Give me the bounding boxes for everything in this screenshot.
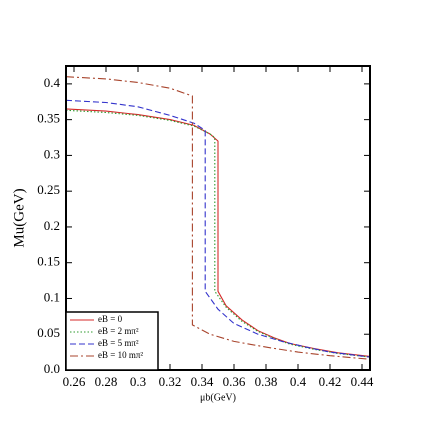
y-tick-label: 0.3 bbox=[44, 146, 60, 161]
x-tick-label: 0.36 bbox=[223, 374, 246, 389]
y-tick-label: 0.15 bbox=[37, 254, 60, 269]
x-tick-label: 0.4 bbox=[290, 374, 307, 389]
y-tick-label: 0.35 bbox=[37, 111, 60, 126]
x-tick-label: 0.3 bbox=[130, 374, 146, 389]
line bbox=[65, 108, 371, 357]
legend-box bbox=[65, 311, 159, 371]
y-tick-label: 0.2 bbox=[44, 218, 60, 233]
plot-frame bbox=[65, 65, 371, 371]
y-tick-label: 0.1 bbox=[44, 289, 60, 304]
x-tick-label: 0.42 bbox=[319, 374, 342, 389]
y-tick-label: 0.05 bbox=[37, 325, 60, 340]
legend-label: eB = 5 mπ² bbox=[98, 338, 139, 348]
x-axis-label: μb(GeV) bbox=[200, 392, 236, 403]
y-axis-label: Mu(GeV) bbox=[11, 188, 27, 247]
y-tick-label: 0.0 bbox=[44, 361, 60, 376]
x-tick-label: 0.28 bbox=[95, 374, 118, 389]
legend-label: eB = 2 mπ² bbox=[98, 326, 139, 336]
x-tick-label: 0.34 bbox=[191, 374, 214, 389]
line bbox=[65, 109, 371, 358]
y-tick-label: 0.4 bbox=[44, 75, 61, 90]
x-tick-label: 0.26 bbox=[63, 374, 86, 389]
x-tick-label: 0.44 bbox=[351, 374, 374, 389]
y-tick-label: 0.25 bbox=[37, 182, 60, 197]
legend-label: eB = 0 bbox=[98, 314, 123, 324]
line bbox=[65, 99, 371, 358]
x-tick-label: 0.32 bbox=[159, 374, 182, 389]
legend-label: eB = 10 mπ² bbox=[98, 350, 143, 360]
line bbox=[65, 76, 371, 360]
x-tick-label: 0.38 bbox=[255, 374, 278, 389]
